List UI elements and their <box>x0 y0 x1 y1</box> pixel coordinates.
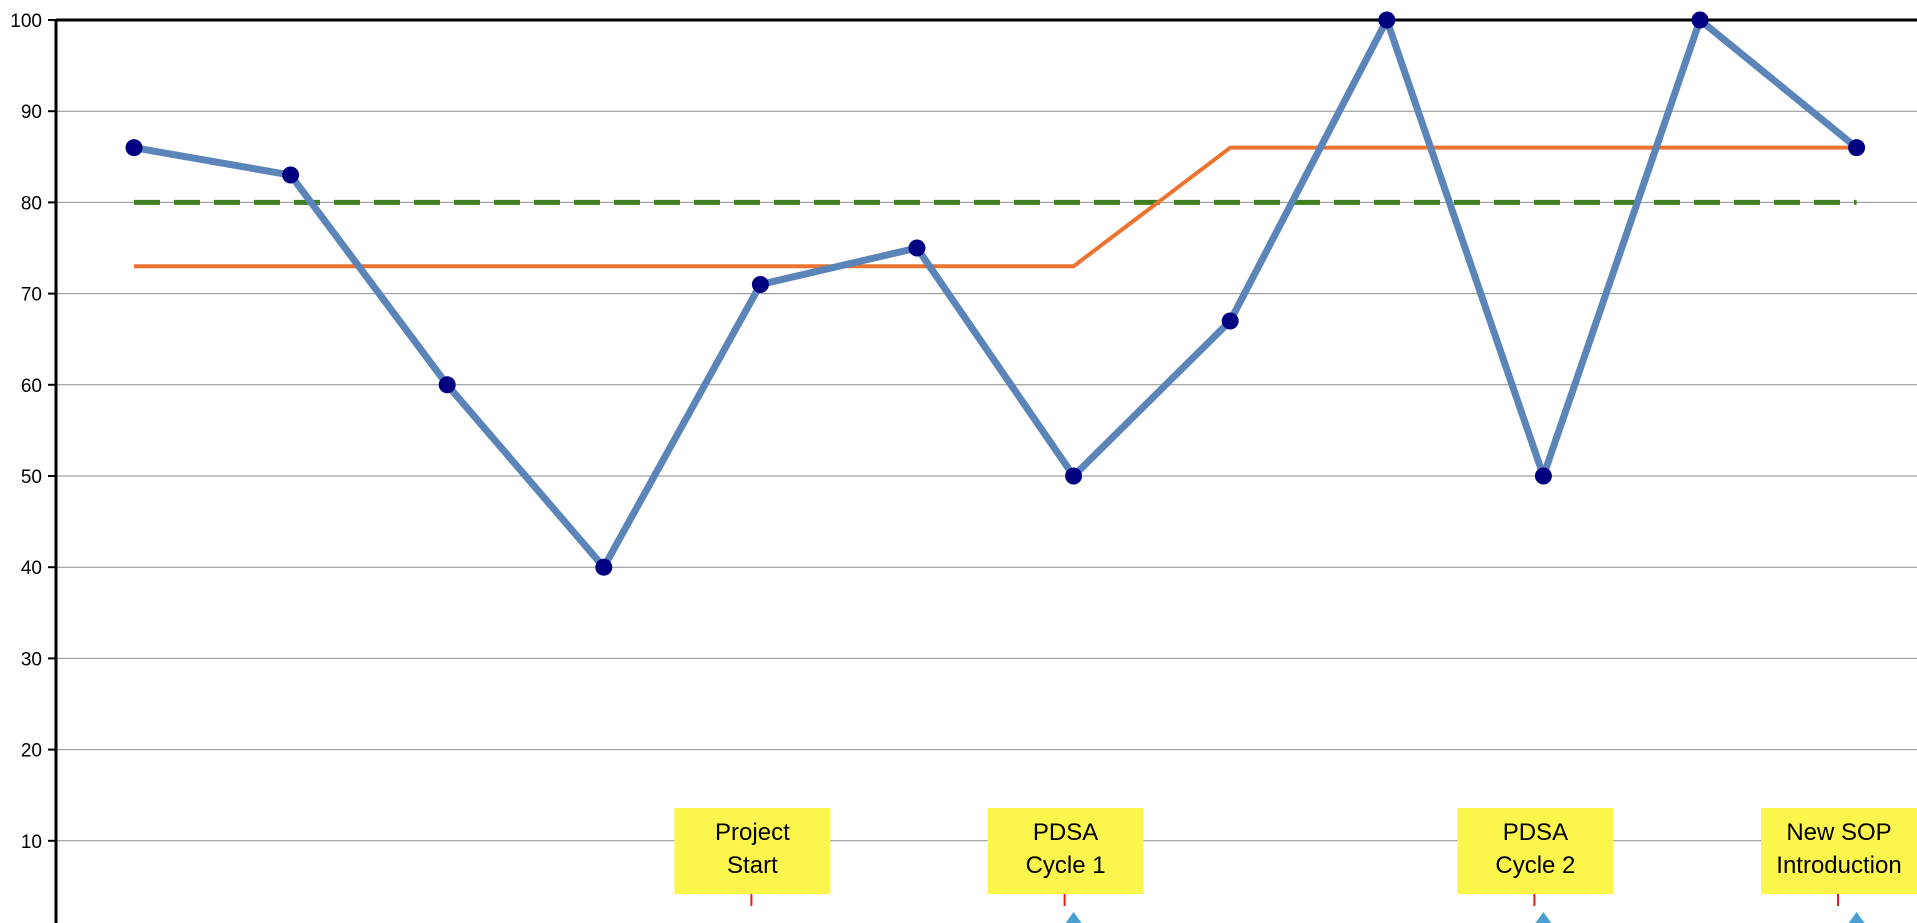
data-point <box>595 558 613 576</box>
y-tick-label: 10 <box>21 832 42 853</box>
annotation-label: New SOP <box>1786 819 1891 846</box>
grid-lines <box>56 110 1917 842</box>
annotation-label: Start <box>727 852 778 879</box>
annotation-pdsa-cycle-1: PDSA Cycle 1 <box>987 808 1144 923</box>
y-tick-label: 40 <box>21 558 42 579</box>
annotation-label: PDSA <box>1503 819 1568 846</box>
arrow-up-icon <box>1535 912 1552 923</box>
mean-line <box>134 145 1857 269</box>
annotation-box <box>1761 808 1917 894</box>
y-tick-label: 50 <box>21 467 42 488</box>
data-markers <box>125 11 1866 576</box>
data-point <box>1221 312 1239 330</box>
y-tick-label: 30 <box>21 649 42 670</box>
y-tick-label: 100 <box>10 11 42 32</box>
data-point <box>1691 11 1709 29</box>
y-tick-label: 80 <box>21 193 42 214</box>
annotation-label: Cycle 1 <box>1026 852 1106 879</box>
arrow-up-icon <box>1848 912 1865 923</box>
data-point <box>125 139 143 157</box>
y-tick-label: 90 <box>21 102 42 123</box>
y-tick-label: 20 <box>21 741 42 762</box>
annotation-label: Project <box>715 819 790 846</box>
data-point <box>1065 467 1083 485</box>
data-point <box>1378 11 1396 29</box>
axes <box>48 18 1917 923</box>
annotation-label: Cycle 2 <box>1495 852 1575 879</box>
annotation-label: Introduction <box>1776 852 1901 879</box>
y-tick-label: 70 <box>21 285 42 306</box>
y-tick-labels: 0102030405060708090100 <box>10 11 42 853</box>
data-point <box>438 376 456 394</box>
data-point <box>751 275 769 293</box>
annotation-new-sop-introduction: New SOP Introduction <box>1761 808 1917 923</box>
data-point <box>282 166 300 184</box>
annotation-box <box>987 808 1144 894</box>
annotation-project-start: Project Start <box>674 808 831 906</box>
data-point <box>908 239 926 257</box>
data-point <box>1534 467 1552 485</box>
annotation-label: PDSA <box>1033 819 1098 846</box>
annotations: Project Start PDSA Cycle 1 PDSA Cycle 2 New SO… <box>674 808 1917 923</box>
annotation-pdsa-cycle-2: PDSA Cycle 2 <box>1457 808 1614 923</box>
arrow-up-icon <box>1065 912 1082 923</box>
annotation-box <box>674 808 831 894</box>
data-series-line <box>133 16 1859 571</box>
data-point <box>1848 139 1866 157</box>
y-tick-label: 60 <box>21 376 42 397</box>
annotation-box <box>1457 808 1614 894</box>
series-lines <box>133 16 1859 571</box>
